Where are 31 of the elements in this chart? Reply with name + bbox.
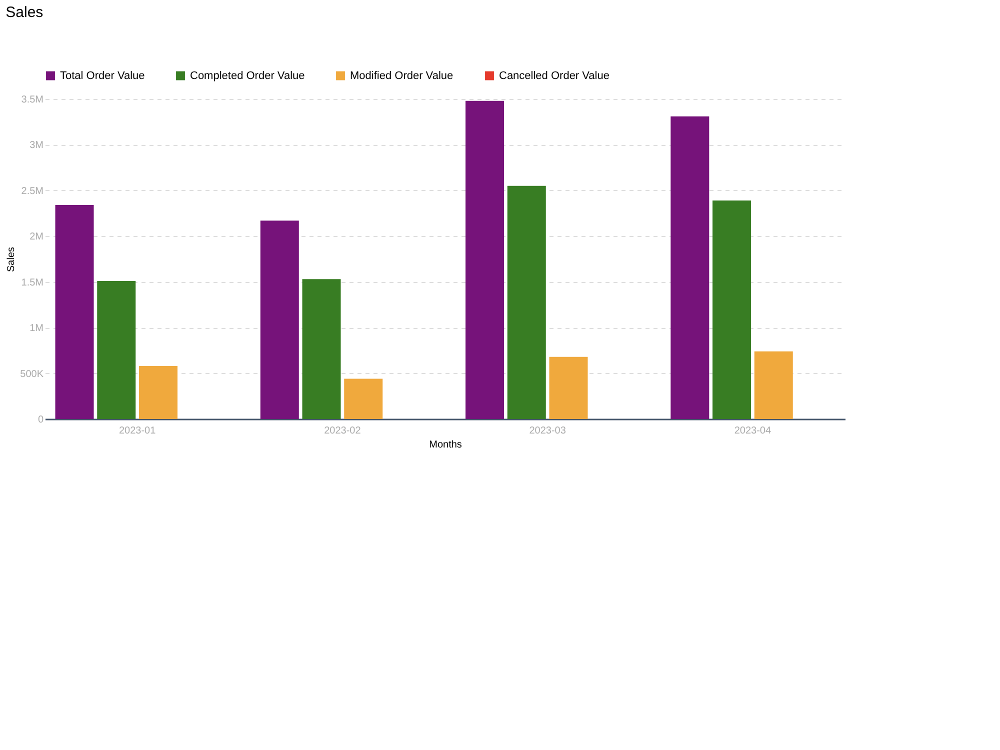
bar (138, 366, 178, 419)
bar (549, 356, 588, 419)
y-tick-label: 2M (30, 232, 44, 243)
y-axis-title: Sales (6, 246, 18, 272)
y-tick-label: 0 (38, 414, 44, 426)
x-tick-label: 2023-02 (324, 426, 362, 436)
y-tick-label: 1.5M (21, 277, 44, 288)
y-tick-label: 2.5M (21, 186, 44, 197)
bar (344, 378, 383, 419)
x-tick-label: 2023-01 (118, 426, 156, 436)
legend-label: Cancelled Order Value (499, 70, 610, 82)
y-tick-label: 3.5M (21, 94, 44, 106)
legend-label: Completed Order Value (190, 70, 305, 82)
bar (55, 205, 94, 419)
bar (466, 100, 504, 419)
x-axis-title: Months (429, 440, 462, 450)
legend-label: Modified Order Value (350, 70, 454, 82)
bar (507, 186, 546, 419)
bar (754, 351, 793, 419)
chart-title: Sales (6, 4, 44, 21)
x-tick-label: 2023-03 (529, 426, 566, 436)
y-tick-label: 3M (30, 140, 44, 152)
bar (712, 200, 752, 419)
bar (302, 279, 341, 419)
x-tick-label: 2023-04 (734, 426, 772, 436)
bar (97, 280, 136, 419)
bar (670, 116, 710, 419)
y-tick-label: 500K (20, 368, 44, 380)
bar (260, 220, 299, 419)
legend-label: Total Order Value (60, 70, 145, 82)
y-tick-label: 1M (30, 323, 44, 334)
